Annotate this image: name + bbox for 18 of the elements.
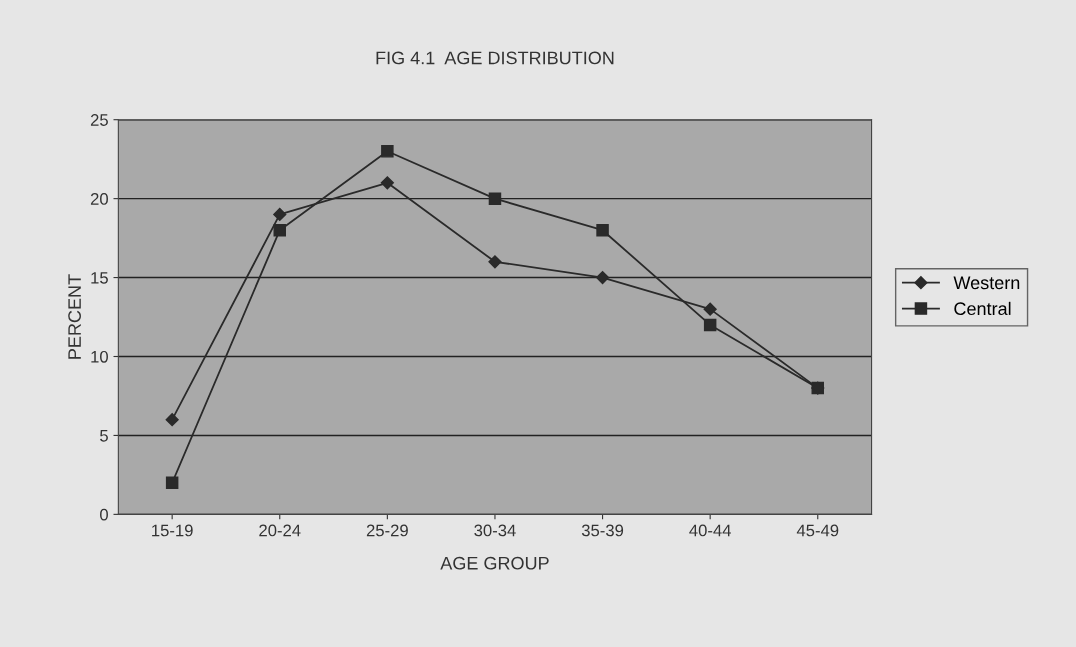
legend-label: Western <box>953 276 1020 290</box>
y-tick-label: 5 <box>100 430 108 442</box>
y-tick-label: 15 <box>91 272 108 284</box>
x-tick-label: 15-19 <box>152 524 193 537</box>
x-tick-label: 30-34 <box>474 524 516 537</box>
y-tick-label: 25 <box>90 114 108 126</box>
legend-label: Central <box>954 301 1011 316</box>
x-tick-label: 20-24 <box>259 524 301 537</box>
x-tick-label: 25-29 <box>366 524 408 537</box>
x-tick-label: 40-44 <box>689 524 731 537</box>
y-tick-label: 10 <box>91 350 108 363</box>
chart-title: FIG 4.1 AGE DISTRIBUTION <box>376 51 614 65</box>
x-tick-label: 45-49 <box>796 524 839 537</box>
y-tick-label: 20 <box>90 193 108 205</box>
y-tick-label: 0 <box>100 508 108 521</box>
x-tick-label: 35-39 <box>581 524 624 537</box>
x-axis-title: AGE GROUP <box>440 556 549 570</box>
y-axis-title: PERCENT <box>68 274 81 359</box>
